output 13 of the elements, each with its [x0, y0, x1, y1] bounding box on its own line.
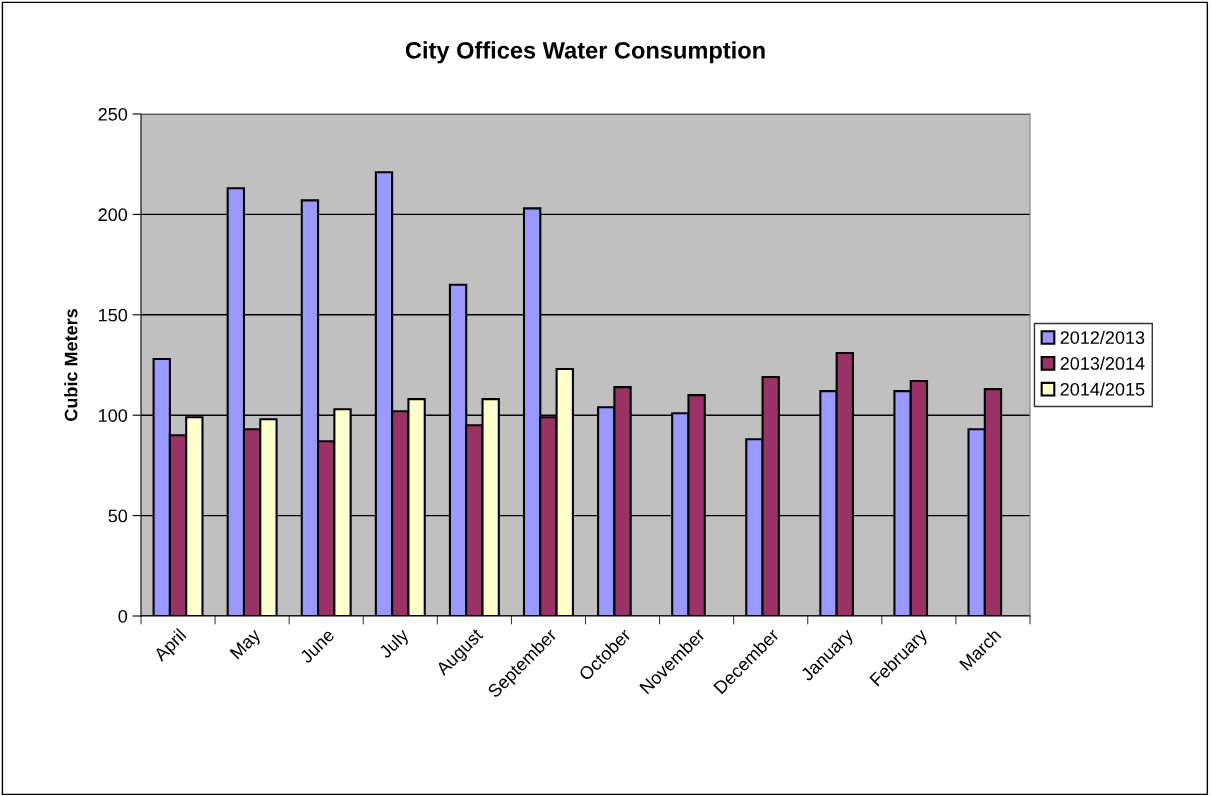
- y-tick-label: 100: [99, 409, 128, 422]
- y-tick-label: 0: [118, 609, 128, 623]
- x-tick-label: May: [229, 627, 264, 663]
- y-tick-label: 200: [98, 208, 128, 222]
- chart-title: City Offices Water Consumption: [405, 41, 765, 64]
- y-tick-label: 250: [98, 107, 128, 121]
- y-tick-label: 150: [99, 308, 128, 322]
- legend-label: 2012/2013: [1060, 330, 1145, 344]
- y-axis-title: Cubic Meters: [64, 309, 78, 421]
- legend-label: 2014/2015: [1060, 382, 1145, 396]
- y-tick-label: 50: [108, 509, 128, 523]
- x-tick-label: July: [377, 627, 413, 662]
- legend-label: 2013/2014: [1060, 356, 1145, 370]
